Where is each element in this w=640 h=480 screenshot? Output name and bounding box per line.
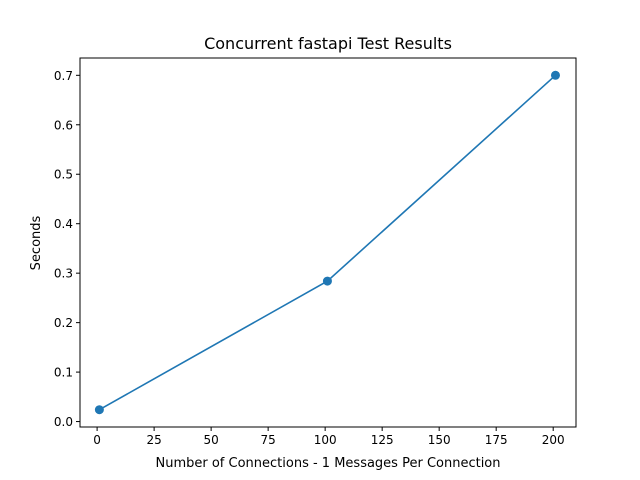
x-tick-label: 50 (203, 433, 218, 447)
y-tick-label: 0.3 (54, 267, 73, 281)
y-tick-label: 0.7 (54, 69, 73, 83)
data-point (550, 70, 560, 80)
x-tick-label: 175 (485, 433, 508, 447)
x-tick-label: 200 (542, 433, 565, 447)
y-tick-label: 0.4 (54, 217, 73, 231)
y-axis-label: Seconds (29, 215, 44, 270)
x-axis-label: Number of Connections - 1 Messages Per C… (156, 456, 501, 471)
data-point (94, 405, 104, 415)
x-tick-label: 125 (371, 433, 394, 447)
x-tick-label: 0 (93, 433, 101, 447)
x-tick-label: 150 (428, 433, 451, 447)
y-tick-label: 0.6 (54, 118, 73, 132)
axis-ticks: 0 25 50 75 100 125 150 175 200 0.0 0.1 0.2 0.3 0.4 0.5… (54, 69, 565, 447)
chart-title: Concurrent fastapi Test Results (204, 34, 452, 53)
x-tick-label: 25 (146, 433, 161, 447)
data-series (94, 70, 560, 415)
x-tick-label: 75 (260, 433, 275, 447)
y-tick-label: 0.0 (54, 415, 73, 429)
axes-frame (79, 57, 577, 428)
y-tick-label: 0.1 (54, 366, 73, 380)
data-point (322, 276, 332, 286)
x-tick-label: 100 (314, 433, 337, 447)
y-tick-label: 0.2 (54, 316, 73, 330)
y-tick-label: 0.5 (54, 168, 73, 182)
